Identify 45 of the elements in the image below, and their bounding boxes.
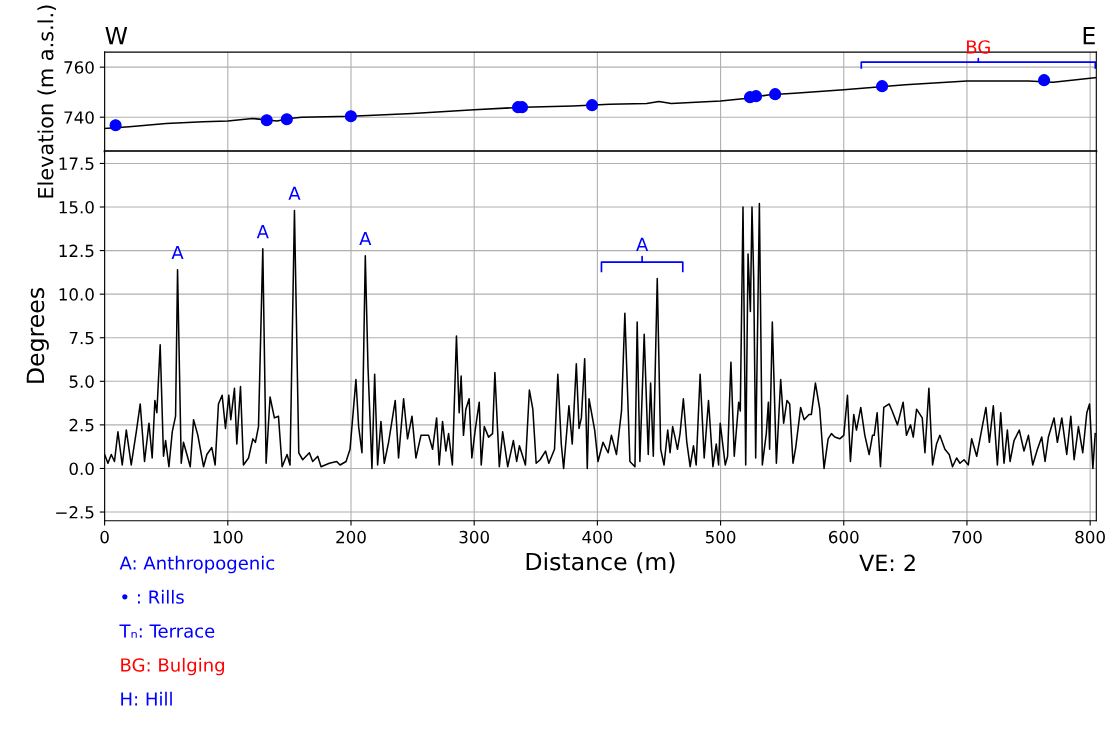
point — [769, 88, 782, 101]
point — [586, 99, 599, 112]
text: Tₙ: Terrace — [119, 624, 215, 638]
text: E — [1083, 27, 1095, 45]
y-tick-label: 0.0 — [69, 462, 94, 476]
text: H: Hill — [121, 691, 172, 706]
annotation: A — [359, 231, 372, 246]
x-tick-label: 800 — [1075, 530, 1105, 544]
text: BG: Bulging — [121, 657, 224, 676]
text: VE: 2 — [859, 554, 915, 571]
y-tick-label: 760 — [64, 61, 94, 74]
y-tick-label: 17.5 — [59, 157, 94, 171]
x-tick-label: 200 — [336, 530, 366, 544]
point — [344, 110, 357, 123]
y-tick-label: 10.0 — [59, 288, 94, 301]
annotation: A — [636, 237, 649, 251]
x-tick-label: 700 — [952, 530, 982, 544]
text: W — [105, 27, 128, 45]
x-tick-label: 300 — [459, 530, 489, 544]
x-tick-label: 0 — [100, 530, 109, 544]
annotation: BG — [967, 40, 990, 54]
y-axis-title: Degrees — [26, 288, 49, 383]
x-tick-label: 600 — [829, 530, 859, 544]
x-tick-label: 500 — [705, 530, 736, 544]
y-tick-label: 7.5 — [69, 331, 94, 345]
point — [1037, 74, 1051, 87]
x-tick-label: 400 — [582, 530, 613, 544]
annotation: A — [171, 245, 184, 260]
point — [876, 80, 889, 93]
text: • : Rills — [122, 589, 184, 604]
y-tick-label: 15.0 — [59, 200, 94, 214]
y-tick-label: −2.5 — [56, 506, 94, 519]
y-tick-label: 5.0 — [69, 375, 94, 388]
x-tick-label: 100 — [213, 530, 243, 544]
annotation: A — [256, 224, 269, 239]
x-axis-title: Distance (m) — [526, 552, 675, 574]
y-tick-label: 2.5 — [69, 418, 94, 432]
y-tick-label: 740 — [64, 111, 94, 124]
y-tick-label: 12.5 — [59, 244, 94, 258]
y-axis-title: Elevation (m a.s.l.) — [37, 5, 56, 198]
annotation: A — [288, 186, 301, 200]
point — [109, 119, 122, 132]
point — [260, 114, 273, 127]
point — [280, 113, 293, 126]
text: A: Anthropogenic — [119, 555, 275, 574]
